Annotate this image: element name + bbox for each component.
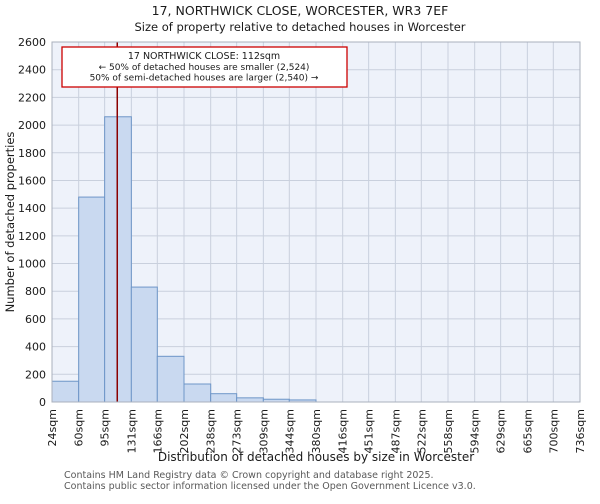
y-tick-label: 1200 bbox=[18, 230, 46, 243]
y-axis-label: Number of detached properties bbox=[3, 132, 17, 313]
y-tick-label: 200 bbox=[25, 368, 46, 381]
x-tick-label: 344sqm bbox=[283, 409, 296, 453]
x-tick-label: 629sqm bbox=[495, 409, 508, 453]
y-tick-label: 1400 bbox=[18, 202, 46, 215]
y-tick-label: 400 bbox=[25, 341, 46, 354]
plot-border bbox=[51, 41, 581, 403]
x-tick-label: 594sqm bbox=[469, 409, 482, 453]
bar bbox=[51, 380, 80, 403]
x-tick-label: 95sqm bbox=[99, 409, 112, 446]
x-tick-label: 416sqm bbox=[337, 409, 350, 453]
bar bbox=[210, 393, 238, 403]
y-tick-label: 2200 bbox=[18, 91, 46, 104]
bar bbox=[78, 196, 106, 403]
x-tick-label: 166sqm bbox=[151, 409, 164, 453]
y-tick-label: 1000 bbox=[18, 258, 46, 271]
footer-attribution-1: Contains HM Land Registry data © Crown c… bbox=[64, 470, 434, 481]
chart-subtitle: Size of property relative to detached ho… bbox=[134, 20, 465, 34]
x-tick-label: 451sqm bbox=[363, 409, 376, 453]
x-tick-label: 700sqm bbox=[547, 409, 560, 453]
y-tick-label: 600 bbox=[25, 313, 46, 326]
bar bbox=[236, 397, 264, 403]
x-tick-label: 24sqm bbox=[46, 409, 59, 446]
annotation-line-1: 17 NORTHWICK CLOSE: 112sqm bbox=[128, 51, 280, 62]
y-tick-label: 1800 bbox=[18, 147, 46, 160]
x-tick-label: 558sqm bbox=[442, 409, 455, 453]
x-axis-label: Distribution of detached houses by size … bbox=[158, 450, 474, 464]
bar bbox=[183, 383, 212, 403]
y-tick-label: 800 bbox=[25, 285, 46, 298]
x-tick-label: 736sqm bbox=[574, 409, 587, 453]
x-tick-label: 665sqm bbox=[521, 409, 534, 453]
footer-attribution-2: Contains public sector information licen… bbox=[64, 481, 476, 492]
x-tick-label: 131sqm bbox=[125, 409, 138, 453]
y-tick-label: 2400 bbox=[18, 64, 46, 77]
y-tick-label: 2600 bbox=[18, 36, 46, 49]
x-tick-label: 238sqm bbox=[205, 409, 218, 453]
chart-title: 17, NORTHWICK CLOSE, WORCESTER, WR3 7EF bbox=[152, 3, 449, 18]
x-tick-label: 273sqm bbox=[231, 409, 244, 453]
y-tick-label: 2000 bbox=[18, 119, 46, 132]
annotation-line-2: ← 50% of detached houses are smaller (2,… bbox=[99, 63, 310, 73]
x-tick-label: 202sqm bbox=[178, 409, 191, 453]
x-tick-label: 309sqm bbox=[257, 409, 270, 453]
y-tick-label: 0 bbox=[39, 396, 46, 409]
x-tick-label: 380sqm bbox=[310, 409, 323, 453]
annotation-frame bbox=[61, 46, 348, 88]
bar bbox=[156, 355, 185, 403]
annotation-line-3: 50% of semi-detached houses are larger (… bbox=[90, 74, 319, 84]
annotation-box: 17 NORTHWICK CLOSE: 112sqm ← 50% of deta… bbox=[61, 46, 348, 88]
y-tick-label: 1600 bbox=[18, 174, 46, 187]
x-tick-label: 522sqm bbox=[415, 409, 428, 453]
bar bbox=[130, 286, 158, 403]
x-tick-label: 487sqm bbox=[389, 409, 402, 453]
axis-tick-labels: 0 200 400 600 800 1000 1200 1400 1600 1800 2000 220… bbox=[18, 36, 587, 453]
x-tick-label: 60sqm bbox=[73, 409, 86, 446]
